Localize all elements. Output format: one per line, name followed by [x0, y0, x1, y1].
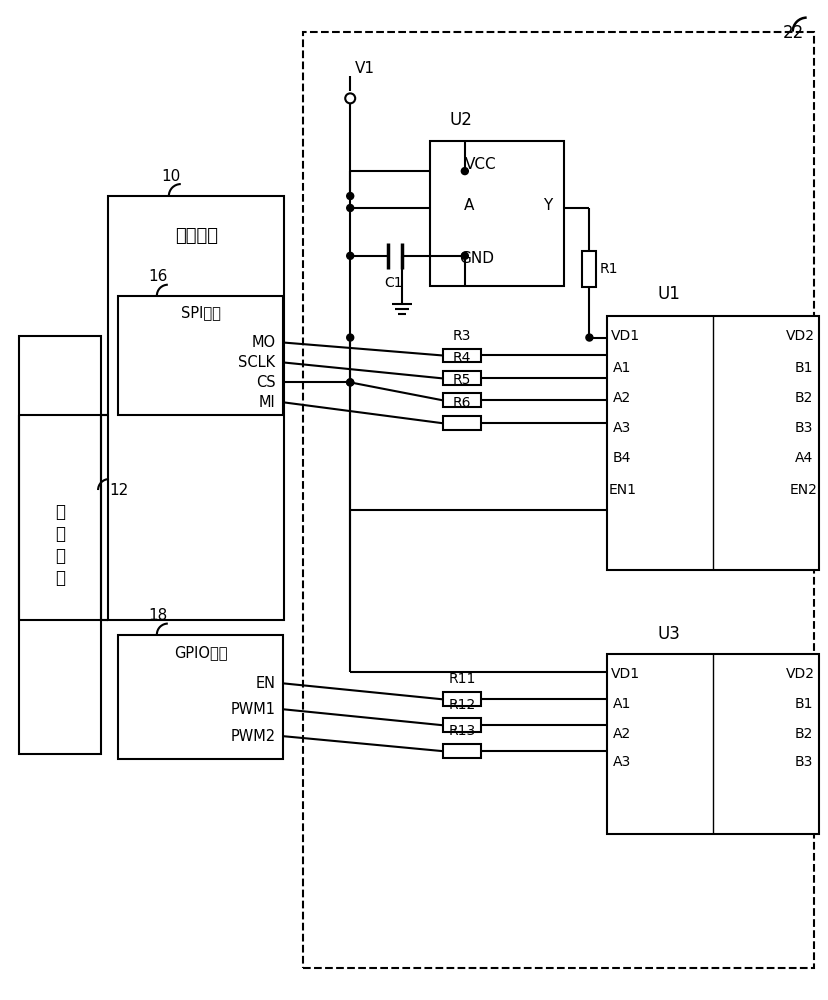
Text: 单: 单 [55, 547, 65, 565]
Bar [442, 744, 480, 758]
Text: R5: R5 [452, 373, 470, 387]
Text: A1: A1 [613, 697, 631, 711]
Text: GPIO接口: GPIO接口 [174, 645, 227, 660]
Bar [442, 371, 480, 385]
Text: VD1: VD1 [610, 329, 639, 343]
Circle shape [346, 193, 354, 200]
Text: PWM1: PWM1 [230, 702, 275, 717]
Text: R4: R4 [452, 351, 470, 365]
Text: R3: R3 [452, 329, 470, 343]
Text: R6: R6 [452, 396, 470, 410]
Text: CS: CS [256, 375, 275, 390]
Text: EN2: EN2 [789, 483, 816, 497]
Bar [430, 141, 564, 286]
Text: VCC: VCC [465, 157, 496, 172]
Text: A1: A1 [613, 361, 631, 375]
Text: A3: A3 [613, 421, 631, 435]
Text: C1: C1 [383, 276, 402, 290]
Text: SCLK: SCLK [238, 355, 275, 370]
Bar [442, 393, 480, 407]
Text: 22: 22 [782, 24, 802, 42]
Text: VD1: VD1 [610, 667, 639, 681]
Text: B1: B1 [793, 361, 812, 375]
Circle shape [346, 379, 354, 386]
Text: R1: R1 [599, 262, 617, 276]
Text: EN: EN [255, 676, 275, 691]
Bar [582, 251, 595, 287]
Text: SPI接口: SPI接口 [181, 305, 220, 320]
Text: R12: R12 [448, 698, 475, 712]
Text: MI: MI [258, 395, 275, 410]
Text: 控制模块: 控制模块 [175, 227, 218, 245]
Text: B3: B3 [793, 755, 812, 769]
Bar [108, 196, 284, 620]
Bar [442, 349, 480, 362]
Text: 18: 18 [148, 608, 167, 623]
Circle shape [585, 334, 592, 341]
Circle shape [346, 334, 354, 341]
Text: A: A [463, 198, 474, 213]
Text: EN1: EN1 [608, 483, 636, 497]
Circle shape [346, 252, 354, 259]
Text: B1: B1 [793, 697, 812, 711]
Text: A2: A2 [613, 727, 631, 741]
Text: A3: A3 [613, 755, 631, 769]
Text: 12: 12 [109, 483, 128, 498]
Bar [442, 718, 480, 732]
Text: B4: B4 [613, 451, 631, 465]
Bar [442, 692, 480, 706]
Text: V1: V1 [354, 61, 375, 76]
Text: GND: GND [459, 251, 494, 266]
Bar [607, 316, 818, 570]
Text: MO: MO [251, 335, 275, 350]
Bar [442, 416, 480, 430]
Text: U1: U1 [657, 285, 679, 303]
Circle shape [346, 204, 354, 211]
Text: U3: U3 [657, 625, 679, 643]
Circle shape [461, 252, 468, 259]
Text: B2: B2 [793, 391, 812, 405]
Text: 控: 控 [55, 503, 65, 521]
Text: B3: B3 [793, 421, 812, 435]
Bar [118, 296, 283, 415]
Bar [303, 32, 812, 968]
Text: VD2: VD2 [785, 667, 814, 681]
Text: A2: A2 [613, 391, 631, 405]
Text: Y: Y [542, 198, 552, 213]
Text: A4: A4 [793, 451, 811, 465]
Text: U2: U2 [450, 111, 472, 129]
Bar [607, 654, 818, 834]
Text: 元: 元 [55, 569, 65, 587]
Circle shape [346, 379, 354, 386]
Text: 10: 10 [161, 169, 181, 184]
Circle shape [461, 168, 468, 175]
Text: 制: 制 [55, 525, 65, 543]
Text: R11: R11 [448, 672, 475, 686]
Text: R13: R13 [448, 724, 475, 738]
Text: VD2: VD2 [785, 329, 814, 343]
Text: 16: 16 [148, 269, 167, 284]
Bar [118, 635, 283, 759]
Text: PWM2: PWM2 [230, 729, 275, 744]
Text: B2: B2 [793, 727, 812, 741]
Bar [19, 336, 101, 754]
